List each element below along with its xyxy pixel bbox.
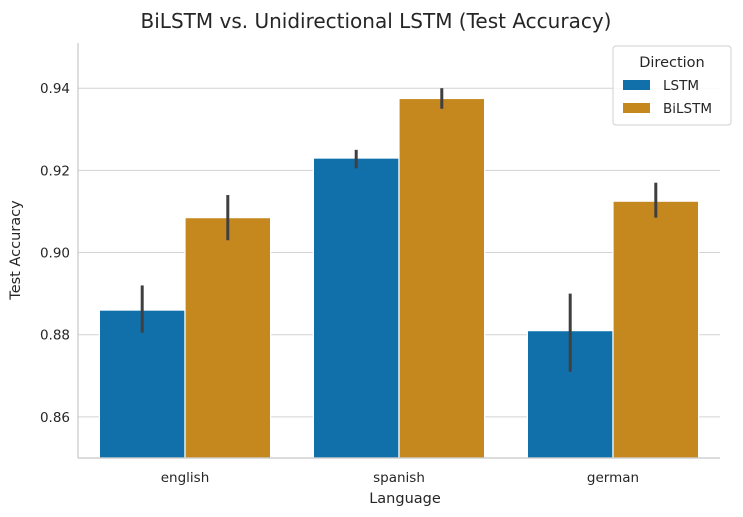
x-tick-label: spanish	[373, 470, 425, 486]
legend-label-lstm: LSTM	[663, 78, 699, 94]
bars	[98, 97, 700, 459]
legend-swatch-bilstm	[623, 103, 650, 113]
bar-bilstm-german	[612, 200, 700, 459]
y-tick-label: 0.92	[40, 163, 70, 179]
legend-title: Direction	[639, 55, 705, 71]
bar-lstm-spanish	[312, 157, 400, 459]
bar-bilstm-spanish	[398, 97, 486, 459]
x-tick-label: german	[587, 470, 639, 486]
y-tick-label: 0.94	[40, 81, 70, 97]
error-bars	[140, 88, 658, 372]
x-axis-label: Language	[369, 491, 441, 507]
axes	[77, 43, 720, 459]
y-tick-labels: 0.86 0.88 0.90 0.92 0.94	[40, 81, 70, 426]
y-axis-label: Test Accuracy	[8, 200, 24, 301]
legend-label-bilstm: BiLSTM	[663, 101, 712, 117]
x-tick-label: english	[161, 470, 210, 486]
legend-swatch-lstm	[623, 80, 650, 90]
y-tick-label: 0.88	[40, 328, 70, 344]
y-tick-label: 0.90	[40, 246, 70, 262]
chart-title: BiLSTM vs. Unidirectional LSTM (Test Acc…	[141, 9, 612, 33]
y-tick-label: 0.86	[40, 410, 70, 426]
bar-lstm-english	[98, 309, 186, 459]
legend: Direction LSTM BiLSTM	[612, 45, 732, 126]
bar-bilstm-english	[184, 217, 272, 459]
x-tick-labels: english spanish german	[161, 470, 639, 486]
